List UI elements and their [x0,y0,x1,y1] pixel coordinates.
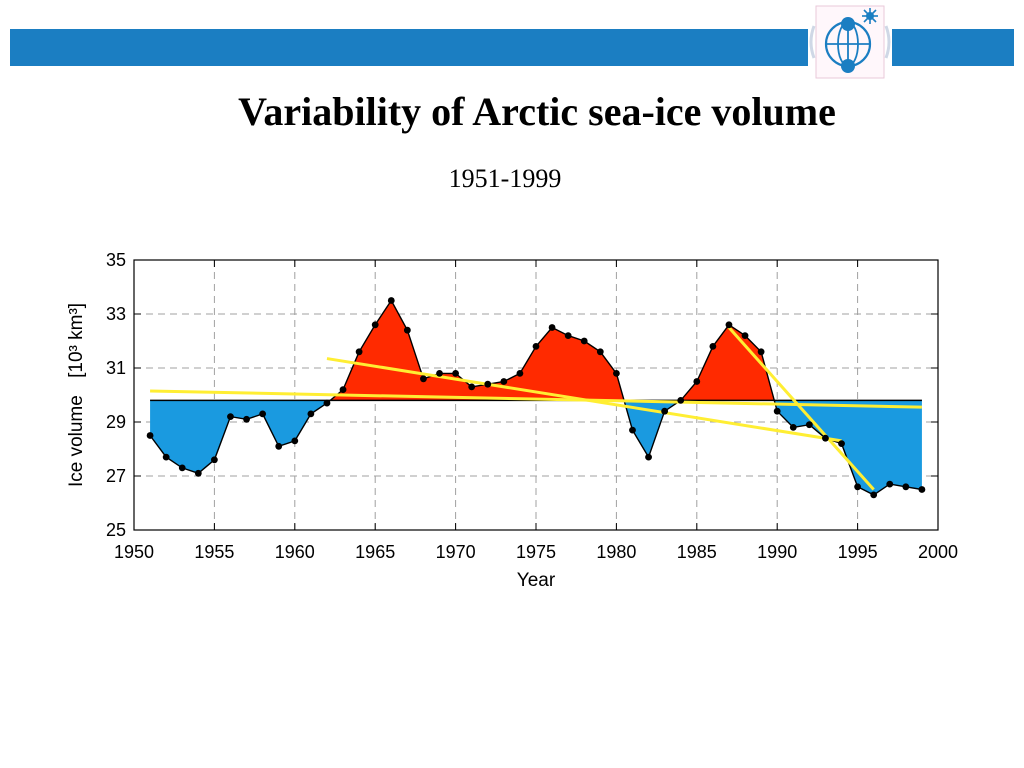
data-point [822,434,829,442]
trend-line [727,326,875,491]
data-point [870,491,878,499]
y-tick-label: 33 [106,304,126,324]
x-tick-label: 1950 [114,542,154,562]
y-tick-label: 25 [106,520,126,540]
data-point [243,415,250,423]
data-point [918,486,926,493]
logo [808,4,892,80]
data-point [211,456,218,464]
data-point [452,370,459,377]
x-tick-label: 2000 [918,542,958,562]
data-point [902,483,910,491]
y-axis-label-unit: [10³ km³] [66,303,87,378]
y-tick-label: 29 [106,412,126,432]
x-tick-label: 1985 [677,542,717,562]
data-point [532,343,540,350]
data-point [838,440,845,447]
globe-with-sun-icon [809,5,891,79]
x-tick-label: 1970 [436,542,476,562]
data-point [162,453,170,461]
data-point [387,297,395,304]
area-below-baseline [150,400,922,495]
data-point [789,424,797,431]
slide-subtitle: 1951-1999 [448,164,562,193]
x-axis-label: Year [517,570,556,591]
data-point [709,343,717,350]
data-point [436,370,443,377]
data-point [371,321,379,329]
data-point [564,332,572,339]
slide-title: Variability of Arctic sea-ice volume [238,89,836,134]
data-point [403,326,411,334]
data-point [500,378,508,385]
data-point [741,332,749,339]
data-point [548,324,556,331]
data-point [725,321,733,329]
data-point [886,480,894,488]
data-point [645,453,652,461]
ice-volume-chart: 1950 1955 1960 1965 1970 1975 1980 1985 1990 1995… [60,240,980,610]
x-tick-label: 1960 [275,542,315,562]
y-tick-label: 35 [106,250,126,270]
area-above-baseline [150,300,922,401]
data-point [275,442,283,450]
data-point [146,432,154,439]
y-axis-label-text: Ice volume [66,395,87,487]
data-point [291,437,299,445]
data-point [661,407,669,415]
data-point [339,386,347,393]
data-point [323,399,331,407]
x-tick-label: 1995 [838,542,878,562]
data-point [227,413,234,420]
data-point [194,469,202,477]
data-point [580,337,588,345]
data-point [693,378,701,385]
data-point [178,464,186,472]
trend-line [150,389,922,409]
x-tick-label: 1965 [355,542,395,562]
trend-line [326,357,842,443]
data-point [468,383,476,391]
x-tick-label: 1975 [516,542,556,562]
x-tick-label: 1955 [194,542,234,562]
x-tick-label: 1980 [596,542,636,562]
data-point [854,483,861,491]
data-point [773,407,781,415]
y-tick-label: 27 [106,466,126,486]
data-point [307,410,315,418]
y-tick-label: 31 [106,358,126,378]
data-point [420,375,427,383]
x-tick-label: 1990 [757,542,797,562]
data-point [613,370,620,377]
data-point [596,348,604,356]
data-point [805,421,813,429]
data-point [516,370,524,377]
data-point [757,348,765,356]
data-point [259,410,267,418]
data-point [355,348,363,356]
data-point [677,397,685,404]
data-point [629,426,636,434]
y-axis-label: Ice volume [10³ km³] [66,303,87,487]
data-point [484,380,492,388]
chart-svg: 1950 1955 1960 1965 1970 1975 1980 1985 1990 1995… [66,250,958,591]
